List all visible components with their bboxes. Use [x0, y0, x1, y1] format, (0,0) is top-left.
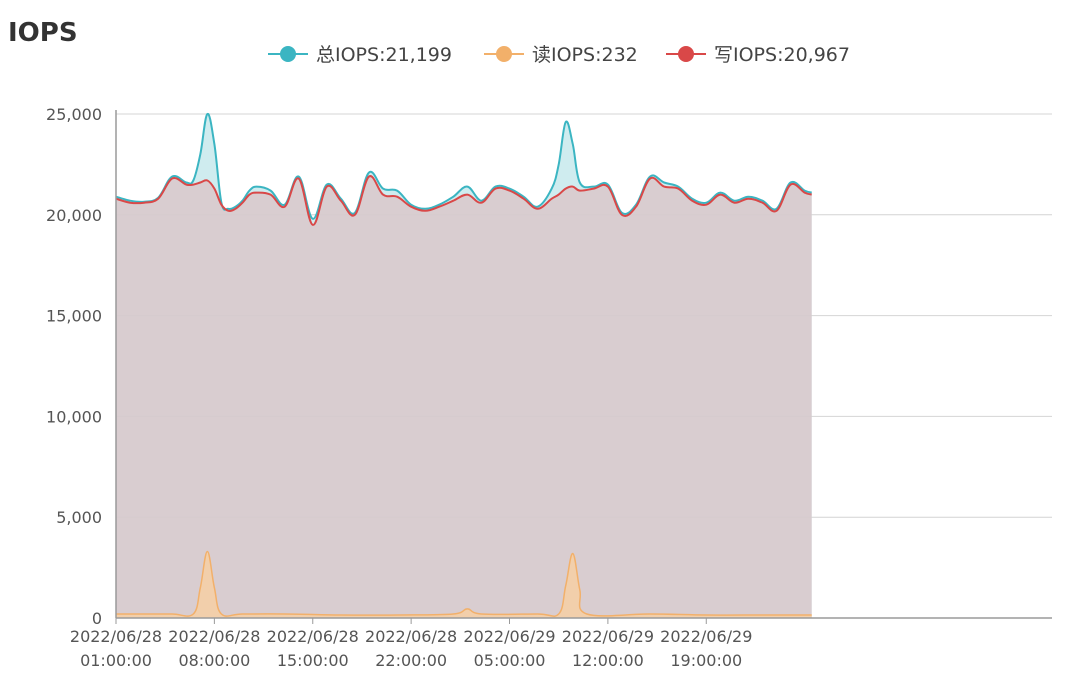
- series-line-2: [115, 175, 812, 226]
- x-tick-date-4: 2022/06/29: [463, 627, 555, 646]
- y-tick-label-0: 0: [92, 609, 102, 628]
- y-tick-label-2: 10,000: [46, 407, 102, 426]
- x-tick-time-2: 15:00:00: [277, 651, 349, 670]
- legend: 总IOPS:21,199 读IOPS:232 写IOPS:20,967: [268, 44, 850, 66]
- x-axis-ticks: 2022/06/28 01:00:00 2022/06/28 08:00:00 2022…: [70, 618, 752, 670]
- chart-title: IOPS: [8, 18, 78, 48]
- x-tick-date-0: 2022/06/28: [70, 627, 162, 646]
- x-tick-time-6: 19:00:00: [670, 651, 742, 670]
- legend-marker-1: [496, 46, 512, 62]
- y-tick-label-4: 20,000: [46, 206, 102, 225]
- series-areas: [116, 113, 812, 619]
- x-tick-date-2: 2022/06/28: [267, 627, 359, 646]
- y-tick-label-3: 15,000: [46, 307, 102, 326]
- x-tick-date-6: 2022/06/29: [660, 627, 752, 646]
- x-tick-time-3: 22:00:00: [375, 651, 447, 670]
- series-lines: [115, 112, 812, 617]
- x-tick-time-1: 08:00:00: [178, 651, 250, 670]
- legend-label-0: 总IOPS:21,199: [316, 44, 452, 66]
- x-tick-time-5: 12:00:00: [572, 651, 644, 670]
- legend-marker-0: [280, 46, 296, 62]
- y-tick-label-5: 25,000: [46, 105, 102, 124]
- x-tick-time-0: 01:00:00: [80, 651, 152, 670]
- series-area-2: [116, 176, 812, 618]
- y-tick-label-1: 5,000: [56, 508, 102, 527]
- y-axis-ticks: 0 5,000 10,000 15,000 20,000 25,000: [46, 105, 102, 628]
- legend-marker-2: [678, 46, 694, 62]
- series-line-1: [115, 550, 812, 617]
- x-tick-date-5: 2022/06/29: [562, 627, 654, 646]
- x-tick-time-4: 05:00:00: [474, 651, 546, 670]
- axes: [115, 110, 1052, 619]
- series-line-0: [115, 112, 812, 220]
- legend-label-2: 写IOPS:20,967: [714, 44, 850, 66]
- x-tick-date-3: 2022/06/28: [365, 627, 457, 646]
- x-tick-date-1: 2022/06/28: [168, 627, 260, 646]
- legend-label-1: 读IOPS:232: [532, 44, 638, 66]
